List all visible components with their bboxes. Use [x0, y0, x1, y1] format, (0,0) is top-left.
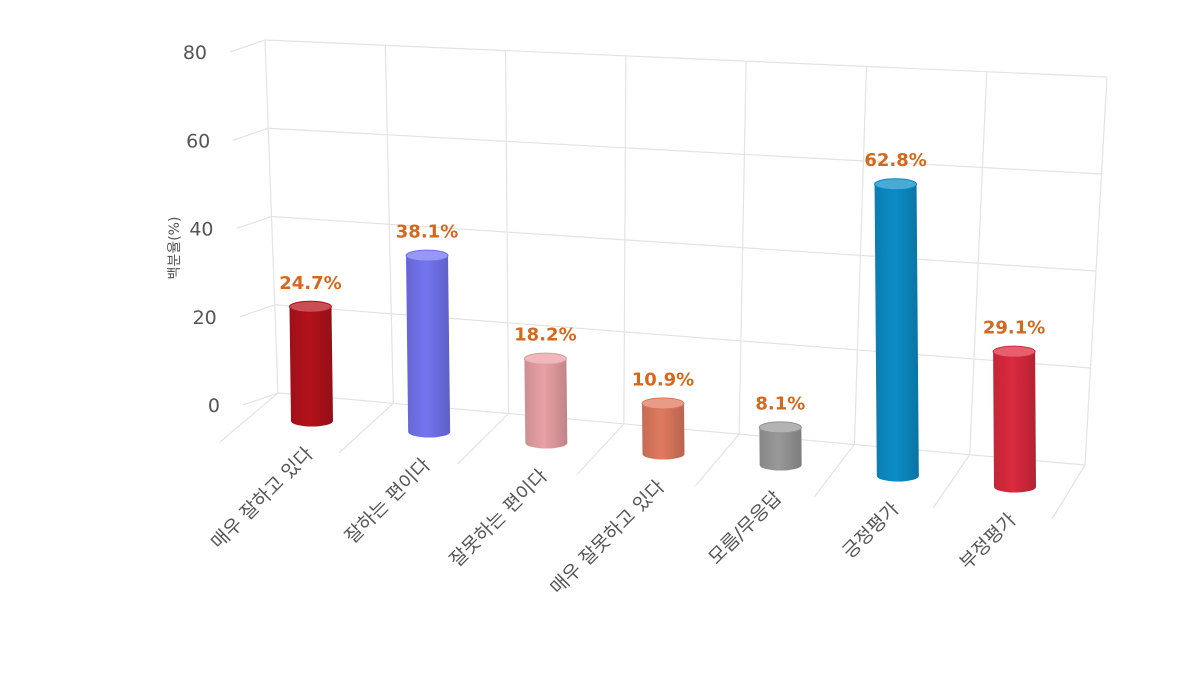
category-label: 잘하는 편이다	[341, 454, 435, 548]
bar	[641, 397, 685, 460]
gridline-h	[271, 215, 1097, 272]
gridline-side	[242, 392, 279, 406]
bars	[288, 178, 1036, 493]
category-label: 모름/무응답	[704, 487, 786, 569]
bar-body	[406, 255, 451, 438]
gridline-floor	[219, 392, 279, 443]
gridline-v	[504, 50, 510, 414]
y-axis: 0 20 40 60 80	[183, 42, 220, 417]
y-tick-label: 40	[189, 219, 213, 241]
bar	[992, 345, 1036, 493]
gridline-h	[264, 39, 1108, 78]
bar-cap	[874, 178, 918, 191]
gridline-floor	[932, 454, 971, 509]
bar-body	[759, 427, 802, 471]
gridline-side	[229, 39, 266, 53]
data-label: 18.2%	[514, 325, 576, 346]
gridline-side	[239, 304, 275, 318]
bar	[405, 249, 451, 438]
data-label: 38.1%	[396, 222, 458, 243]
gridline-floor	[576, 423, 625, 476]
data-label: 24.7%	[279, 273, 341, 294]
bar-cap	[288, 300, 332, 313]
bar	[874, 178, 919, 482]
bar	[758, 421, 802, 471]
gridline-v	[623, 55, 627, 424]
bar-cap	[405, 249, 449, 262]
gridline-v	[264, 39, 279, 394]
category-label: 매우 잘못하고 있다	[546, 476, 669, 599]
gridline-floor	[1051, 464, 1086, 520]
gridline-floor	[813, 444, 855, 498]
gridline-h	[274, 304, 1091, 369]
data-label: 62.8%	[864, 150, 926, 171]
data-label: 8.1%	[755, 393, 805, 414]
gridline-v	[853, 66, 868, 445]
gridline-v	[384, 45, 394, 404]
bar-body	[993, 351, 1036, 493]
category-label: 잘못하는 편이다	[446, 465, 552, 571]
bar-body	[874, 184, 919, 482]
y-axis-title: 백분율(%)	[167, 217, 183, 280]
bar-body	[641, 403, 685, 460]
bar-cap	[758, 421, 802, 434]
bar-cap	[523, 352, 567, 365]
category-label: 매우 잘하고 있다	[207, 443, 318, 554]
bar-cap	[992, 345, 1036, 358]
bar	[523, 352, 568, 449]
gridline-floor	[338, 402, 394, 454]
data-label: 10.9%	[632, 369, 694, 390]
gridline-side	[233, 127, 269, 141]
gridline-v	[969, 71, 988, 455]
category-label: 부정평가	[956, 509, 1021, 574]
gridline-h	[268, 127, 1102, 175]
data-labels: 24.7% 38.1% 18.2% 10.9% 8.1% 62.8% 29.1%	[279, 150, 1045, 414]
y-tick-label: 0	[208, 395, 220, 417]
data-label: 29.1%	[983, 318, 1045, 339]
y-tick-label: 80	[183, 42, 207, 64]
bar-body	[289, 306, 333, 427]
bar-cap	[641, 397, 685, 410]
y-tick-label: 20	[193, 307, 217, 329]
gridline-side	[236, 215, 272, 230]
bar	[288, 300, 333, 427]
gridline-floor	[694, 433, 740, 487]
gridline-v	[1084, 76, 1108, 466]
y-tick-label: 60	[186, 130, 210, 152]
gridline-floor	[457, 413, 509, 465]
category-label: 긍정평가	[838, 498, 903, 563]
gridline-v	[738, 61, 747, 435]
bar-body	[524, 358, 568, 449]
